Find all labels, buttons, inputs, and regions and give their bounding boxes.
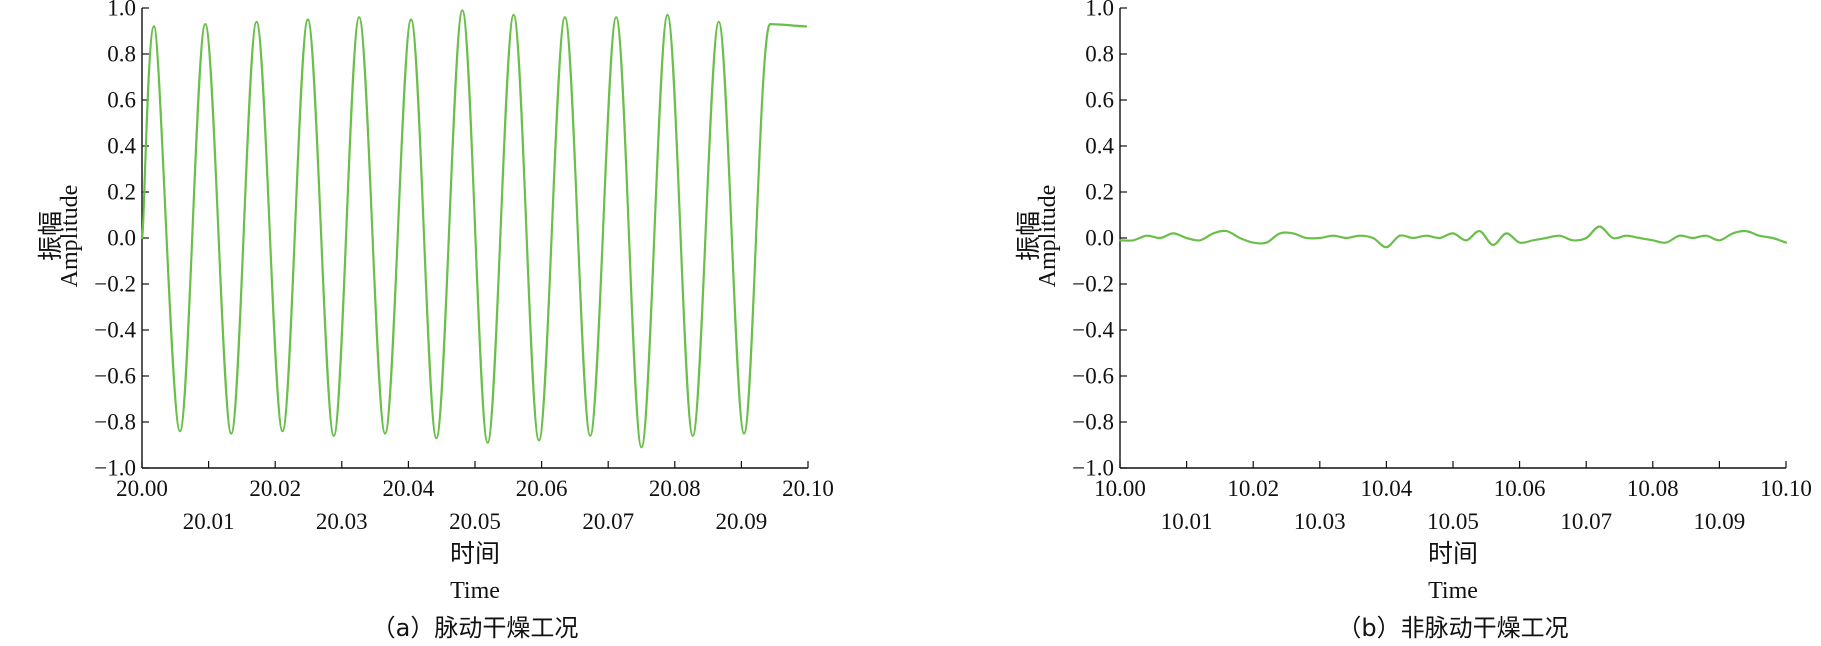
panel-a-x-tick-label: 20.00 — [116, 476, 168, 501]
panel-b-x-tick-label: 10.04 — [1361, 476, 1413, 501]
panel-b-y-tick-label: 1.0 — [1085, 0, 1114, 21]
panel-b-x-tick-label: 10.05 — [1427, 509, 1479, 534]
panel-a-y-tick-label: −0.8 — [94, 410, 136, 435]
panel-b-x-tick-label: 10.06 — [1494, 476, 1546, 501]
panel-a-y-tick-label: 0.2 — [107, 180, 136, 205]
panel-a-y-tick-label: 0.6 — [107, 88, 136, 113]
panel-a: 1.0 0.8 0.6 0.4 0.2 0.0 −0.2 −0.4 −0.6 −0.8 −1.0 2… — [36, 0, 834, 642]
panel-b-x-tick-label: 10.03 — [1294, 509, 1346, 534]
panel-a-y-tick-label: 0.4 — [107, 134, 136, 159]
panel-a-x-tick-label: 20.06 — [516, 476, 568, 501]
panel-b-y-label: 振幅 — [1014, 211, 1043, 261]
panel-b-x-tick-labels: 10.00 10.02 10.04 10.06 10.08 10.10 10.01 10.03… — [1094, 476, 1812, 534]
panel-a-x-tick-label: 20.02 — [249, 476, 301, 501]
panel-a-x-label-en: Time — [450, 578, 500, 604]
panel-a-x-label: 时间 — [450, 539, 500, 568]
panel-b-y-tick-label: 0.2 — [1085, 180, 1114, 205]
panel-b-x-tick-label: 10.08 — [1627, 476, 1679, 501]
panel-a-y-tick-label: −0.2 — [94, 272, 136, 297]
panel-b-y-tick-label: 0.0 — [1085, 226, 1114, 251]
panel-b-x-tick-label: 10.00 — [1094, 476, 1146, 501]
panel-a-x-tick-label: 20.03 — [316, 509, 368, 534]
panel-b-x-tick-label: 10.07 — [1560, 509, 1612, 534]
panel-b-y-tick-label: −0.2 — [1072, 272, 1114, 297]
panel-a-y-tick-label: −0.4 — [94, 318, 136, 343]
panel-a-x-tick-label: 20.09 — [716, 509, 768, 534]
panel-b-caption: （b）非脉动干燥工况 — [1337, 614, 1568, 642]
panel-a-y-tick-label: 1.0 — [107, 0, 136, 21]
panel-a-x-tick-label: 20.07 — [582, 509, 634, 534]
panel-a-caption: （a）脉动干燥工况 — [372, 614, 579, 642]
panel-a-x-tick-label: 20.10 — [782, 476, 834, 501]
panel-a-y-tick-label: 0.8 — [107, 42, 136, 67]
panel-a-x-tick-label: 20.04 — [383, 476, 435, 501]
panel-a-y-tick-label: −0.6 — [94, 364, 136, 389]
panel-a-y-tick-labels: 1.0 0.8 0.6 0.4 0.2 0.0 −0.2 −0.4 −0.6 −0.8 −1.0 — [94, 0, 136, 481]
panel-a-y-tick-label: 0.0 — [107, 226, 136, 251]
panel-b-series-line — [1118, 225, 1788, 249]
panel-b-x-tick-label: 10.10 — [1760, 476, 1812, 501]
panel-b-y-tick-label: 0.4 — [1085, 134, 1114, 159]
panel-a-y-tick-label: −1.0 — [94, 456, 136, 481]
panel-b-x-label-en: Time — [1428, 578, 1478, 604]
panel-b-y-tick-label: −0.6 — [1072, 364, 1114, 389]
panel-b-y-tick-labels: 1.0 0.8 0.6 0.4 0.2 0.0 −0.2 −0.4 −0.6 −0.8 −1.0 — [1072, 0, 1114, 481]
panel-a-series-line — [140, 9, 808, 449]
panel-b: 1.0 0.8 0.6 0.4 0.2 0.0 −0.2 −0.4 −0.6 −0.8 −1.0 1… — [1014, 0, 1812, 642]
panel-a-y-label-en: Amplitude — [57, 185, 83, 288]
panel-b-x-tick-label: 10.09 — [1694, 509, 1746, 534]
panel-a-y-label: 振幅 — [36, 211, 65, 261]
panel-b-y-tick-label: 0.8 — [1085, 42, 1114, 67]
panel-a-x-tick-label: 20.08 — [649, 476, 701, 501]
panel-b-ticks — [1119, 7, 1787, 469]
panel-b-y-tick-label: −1.0 — [1072, 456, 1114, 481]
panel-b-y-label-en: Amplitude — [1035, 185, 1061, 288]
panel-a-ticks — [141, 7, 809, 469]
panel-a-x-tick-labels: 20.00 20.02 20.04 20.06 20.08 20.10 20.01 20.03… — [116, 476, 834, 534]
panel-b-x-label: 时间 — [1428, 539, 1478, 568]
panel-b-x-tick-label: 10.01 — [1161, 509, 1213, 534]
panel-b-y-tick-label: −0.8 — [1072, 410, 1114, 435]
panel-b-y-tick-label: 0.6 — [1085, 88, 1114, 113]
panel-a-x-tick-label: 20.05 — [449, 509, 501, 534]
panel-b-x-tick-label: 10.02 — [1227, 476, 1279, 501]
panel-b-y-tick-label: −0.4 — [1072, 318, 1114, 343]
panel-a-x-tick-label: 20.01 — [183, 509, 235, 534]
